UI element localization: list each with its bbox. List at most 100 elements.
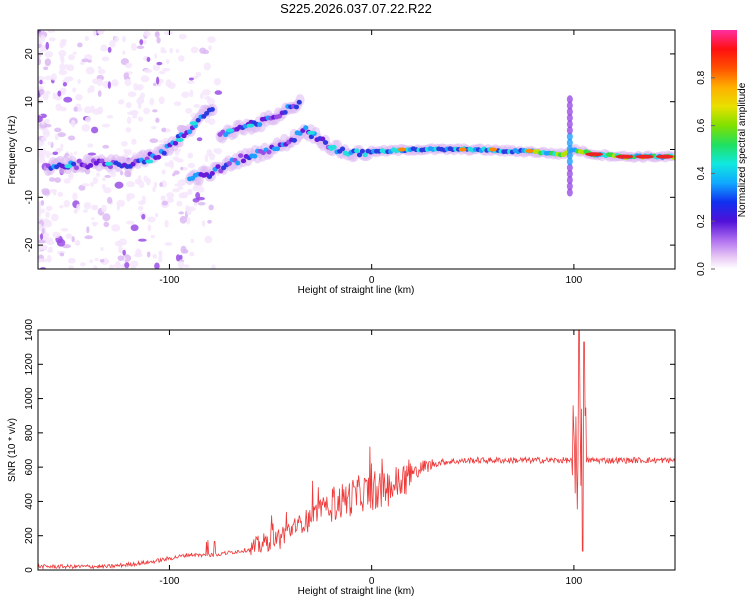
noise-speck bbox=[44, 118, 50, 124]
noise-speck bbox=[164, 220, 169, 228]
noise-speck bbox=[135, 248, 142, 256]
noise-speck bbox=[44, 51, 54, 58]
noise-speck bbox=[152, 186, 156, 193]
noise-speck bbox=[139, 39, 144, 46]
ridge-cell bbox=[215, 164, 221, 169]
colorbar-gradient bbox=[711, 30, 737, 269]
spike-cell bbox=[566, 107, 573, 116]
noise-speck bbox=[38, 158, 46, 164]
snr-xlabel: Height of straight line (km) bbox=[298, 586, 415, 597]
noise-speck bbox=[197, 201, 206, 206]
noise-speck bbox=[116, 199, 126, 207]
noise-speck bbox=[208, 204, 214, 211]
ridge-hotspot bbox=[585, 152, 604, 157]
noise-speck bbox=[161, 169, 166, 175]
noise-speck bbox=[44, 58, 52, 66]
noise-speck bbox=[52, 231, 61, 239]
noise-speck bbox=[39, 148, 47, 156]
noise-speck bbox=[63, 178, 71, 184]
snr-line bbox=[38, 330, 675, 570]
spike-cell bbox=[566, 95, 573, 104]
noise-speck bbox=[158, 250, 163, 257]
noise-speck bbox=[140, 75, 150, 83]
noise-speck bbox=[154, 53, 158, 59]
colorbar-tick-label: 0.8 bbox=[696, 70, 707, 84]
ridge-cell bbox=[70, 161, 77, 167]
ridge-cell bbox=[308, 134, 315, 140]
noise-speck bbox=[52, 189, 57, 196]
noise-speck bbox=[214, 90, 223, 95]
noise-speck bbox=[195, 72, 202, 77]
noise-speck bbox=[203, 95, 212, 100]
noise-speck bbox=[68, 54, 76, 61]
noise-speck bbox=[92, 176, 98, 185]
noise-speck bbox=[180, 245, 187, 254]
noise-speck bbox=[73, 210, 78, 214]
ridge-cell bbox=[238, 153, 244, 159]
ridge-cell bbox=[181, 133, 187, 139]
noise-speck bbox=[181, 91, 190, 98]
spectrogram-xtick-label: -100 bbox=[159, 275, 179, 286]
noise-speck bbox=[57, 90, 62, 97]
noise-speck bbox=[97, 90, 102, 98]
spike-cell bbox=[566, 182, 573, 191]
noise-speck bbox=[172, 173, 176, 177]
noise-speck bbox=[162, 67, 171, 72]
spike-cell bbox=[566, 113, 573, 122]
noise-speck bbox=[177, 186, 184, 190]
colorbar-label: Normalized spectral amplitude bbox=[737, 82, 748, 217]
spike-cell bbox=[566, 132, 573, 141]
noise-speck bbox=[87, 143, 94, 148]
noise-speck bbox=[62, 82, 68, 87]
ridge-hotspot bbox=[175, 137, 184, 142]
noise-speck bbox=[72, 87, 77, 93]
noise-speck bbox=[38, 246, 45, 251]
ridge-cell bbox=[356, 152, 363, 158]
noise-speck bbox=[38, 239, 46, 244]
snr-xtick-label: -100 bbox=[159, 576, 179, 587]
noise-speck bbox=[101, 204, 107, 213]
noise-speck bbox=[127, 91, 137, 98]
noise-speck bbox=[182, 264, 190, 268]
noise-speck bbox=[59, 40, 65, 49]
ridge-cell bbox=[266, 149, 272, 155]
noise-speck bbox=[186, 80, 195, 85]
spike-cell bbox=[566, 120, 573, 129]
snr-frame bbox=[37, 329, 676, 571]
ridge-hotspot bbox=[398, 147, 406, 152]
ridge-cell bbox=[257, 122, 263, 127]
snr-plot-area bbox=[38, 330, 675, 570]
noise-speck bbox=[46, 254, 52, 263]
colorbar-ticks: 0.0 0.2 0.4 0.6 0.8 bbox=[696, 70, 715, 276]
noise-speck bbox=[57, 191, 64, 197]
noise-speck bbox=[125, 62, 133, 69]
noise-speck bbox=[126, 116, 132, 124]
noise-speck bbox=[102, 177, 106, 182]
noise-speck bbox=[199, 92, 204, 100]
noise-speck bbox=[38, 204, 41, 211]
colorbar-tick-label: 0.6 bbox=[696, 118, 707, 132]
noise-speck bbox=[38, 43, 42, 49]
noise-speck bbox=[178, 211, 184, 215]
noise-speck bbox=[173, 101, 182, 107]
noise-speck bbox=[165, 59, 170, 65]
noise-speck bbox=[178, 33, 187, 40]
noise-speck bbox=[48, 37, 56, 42]
noise-speck bbox=[45, 211, 50, 218]
noise-speck bbox=[39, 88, 45, 95]
noise-speck bbox=[54, 127, 62, 133]
noise-speck bbox=[42, 190, 51, 196]
noise-speck bbox=[45, 150, 51, 159]
noise-speck bbox=[90, 105, 95, 113]
ridge-hotspot bbox=[458, 147, 467, 152]
noise-speck bbox=[187, 188, 193, 195]
noise-speck bbox=[146, 251, 151, 258]
noise-speck bbox=[44, 75, 53, 81]
noise-speck bbox=[114, 181, 124, 189]
noise-speck bbox=[100, 247, 104, 251]
ridge-cell bbox=[187, 129, 193, 135]
ridge-cell bbox=[87, 162, 94, 168]
ridge-cell bbox=[320, 136, 326, 142]
